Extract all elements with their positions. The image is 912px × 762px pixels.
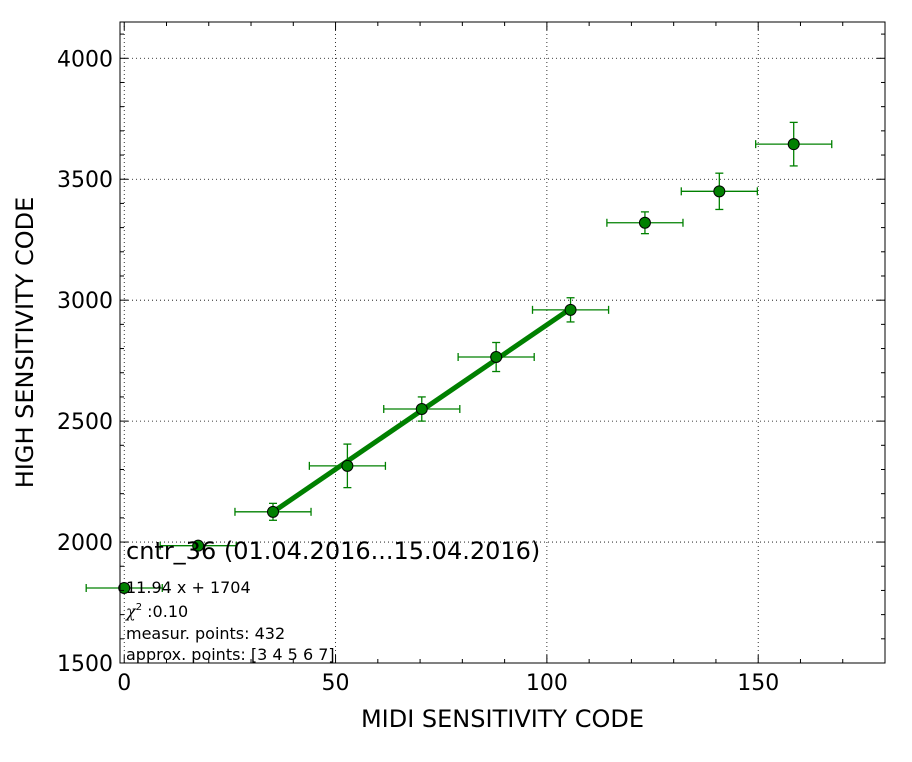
data-point	[457, 341, 535, 373]
fit-equation: 11.94 x + 1704	[126, 578, 251, 597]
data-point	[383, 396, 461, 422]
measured-points-text: measur. points: 432	[126, 624, 285, 643]
x-tick-label: 0	[117, 671, 131, 696]
point-marker	[638, 216, 651, 229]
point-marker	[192, 539, 205, 552]
x-tick-label: 150	[737, 671, 779, 696]
point-marker	[713, 185, 726, 198]
y-axis-label: HIGH SENSITIVITY CODE	[11, 197, 39, 489]
y-tick-label: 3000	[57, 289, 113, 314]
chi-symbol: χ	[125, 602, 137, 621]
y-tick-label: 2500	[57, 410, 113, 435]
point-marker	[341, 459, 354, 472]
point-marker	[267, 505, 279, 518]
x-axis-label: MIDI SENSITIVITY CODE	[361, 705, 644, 733]
chi-value: :0.10	[142, 602, 188, 621]
approx-points-text: approx. points: [3 4 5 6 7]	[126, 645, 335, 664]
point-marker	[415, 403, 428, 416]
axis-ticks	[120, 22, 886, 664]
annotation-title: cntr_36 (01.04.2016...15.04.2016)	[126, 537, 540, 565]
chi-square-text: χ2 :0.10	[125, 602, 188, 621]
data-point	[531, 297, 610, 323]
data-point	[159, 539, 237, 552]
data-point	[606, 211, 684, 235]
data-points	[85, 121, 833, 595]
y-tick-label: 3500	[57, 168, 113, 193]
annotation-box: cntr_36 (01.04.2016...15.04.2016) 11.94 …	[125, 537, 540, 664]
y-tick-label: 1500	[57, 652, 113, 677]
x-tick-label: 50	[322, 671, 350, 696]
data-point	[755, 121, 833, 167]
plot-frame	[119, 21, 886, 664]
y-tick-label: 2000	[57, 531, 113, 556]
point-marker	[787, 138, 800, 151]
data-point	[234, 502, 312, 521]
grid-lines	[120, 22, 885, 664]
chi-superscript: 2	[136, 602, 142, 613]
point-marker	[490, 351, 503, 364]
x-tick-label: 100	[526, 671, 568, 696]
tick-labels: 0 50 100 150 1500 2000 2500 3000 3500 4000	[57, 47, 779, 696]
y-tick-label: 4000	[57, 47, 113, 72]
data-point	[680, 172, 759, 211]
data-point	[308, 443, 387, 489]
point-marker	[564, 303, 577, 316]
